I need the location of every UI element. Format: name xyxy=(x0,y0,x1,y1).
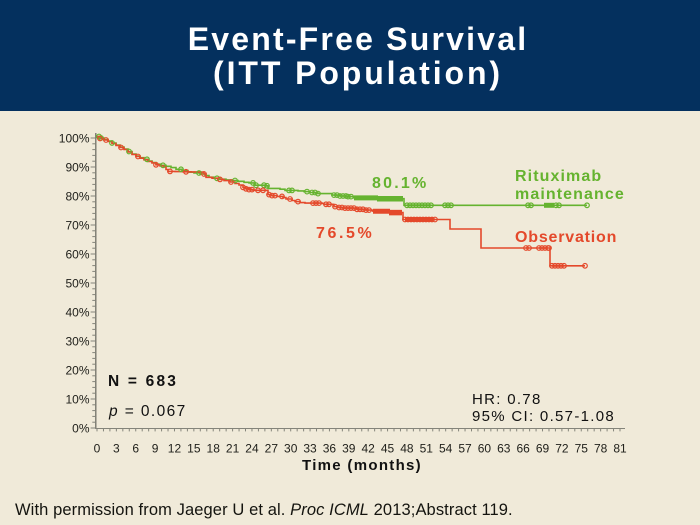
svg-text:9: 9 xyxy=(152,442,159,456)
svg-text:20%: 20% xyxy=(65,363,89,377)
svg-text:48: 48 xyxy=(400,442,414,456)
svg-text:51: 51 xyxy=(420,442,434,456)
svg-text:63: 63 xyxy=(497,442,511,456)
svg-text:60%: 60% xyxy=(65,247,89,261)
svg-text:30: 30 xyxy=(284,442,298,456)
svg-text:54: 54 xyxy=(439,442,453,456)
svg-text:10%: 10% xyxy=(65,392,89,406)
svg-text:21: 21 xyxy=(226,442,240,456)
svg-text:0%: 0% xyxy=(72,421,90,435)
svg-text:6: 6 xyxy=(132,442,139,456)
svg-text:60: 60 xyxy=(478,442,492,456)
svg-text:36: 36 xyxy=(323,442,337,456)
svg-text:18: 18 xyxy=(207,442,221,456)
svg-text:81: 81 xyxy=(613,442,627,456)
svg-text:100%: 100% xyxy=(59,131,90,145)
svg-text:12: 12 xyxy=(168,442,182,456)
svg-text:33: 33 xyxy=(303,442,317,456)
svg-text:39: 39 xyxy=(342,442,356,456)
svg-text:50%: 50% xyxy=(65,276,89,290)
svg-text:15: 15 xyxy=(187,442,201,456)
svg-text:42: 42 xyxy=(362,442,376,456)
svg-text:30%: 30% xyxy=(65,334,89,348)
svg-text:40%: 40% xyxy=(65,305,89,319)
svg-text:0: 0 xyxy=(94,442,101,456)
svg-text:66: 66 xyxy=(516,442,530,456)
svg-text:78: 78 xyxy=(594,442,608,456)
svg-text:90%: 90% xyxy=(65,160,89,174)
svg-text:75: 75 xyxy=(575,442,589,456)
svg-text:45: 45 xyxy=(381,442,395,456)
svg-text:3: 3 xyxy=(113,442,120,456)
svg-text:70%: 70% xyxy=(65,218,89,232)
svg-text:27: 27 xyxy=(265,442,279,456)
svg-text:57: 57 xyxy=(458,442,472,456)
svg-text:24: 24 xyxy=(245,442,259,456)
svg-text:72: 72 xyxy=(555,442,569,456)
svg-text:69: 69 xyxy=(536,442,550,456)
svg-text:80%: 80% xyxy=(65,189,89,203)
